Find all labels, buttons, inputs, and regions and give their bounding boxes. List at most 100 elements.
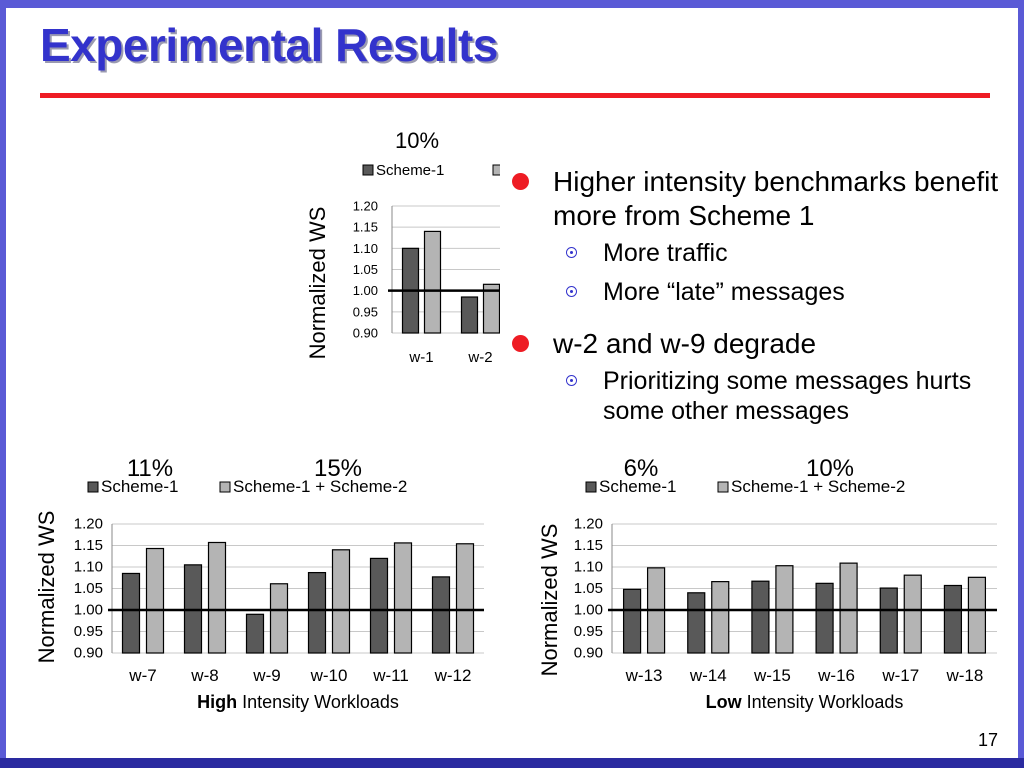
x-category-label: w-18 bbox=[945, 666, 983, 685]
legend-swatch-scheme1-plus-scheme2 bbox=[717, 481, 729, 493]
y-tick-label: 0.90 bbox=[353, 326, 378, 341]
bar-scheme1-plus-scheme2-w-2 bbox=[482, 283, 501, 334]
bar-scheme1-w-7 bbox=[121, 572, 141, 654]
sub-bullet-1-2-text: More “late” messages bbox=[603, 278, 845, 306]
y-axis-title: Normalized WS bbox=[537, 524, 562, 677]
x-axis-title-rest: Intensity Workloads bbox=[237, 692, 399, 712]
y-tick-label: 1.00 bbox=[574, 602, 603, 619]
bar-scheme1-plus-scheme2-w-12 bbox=[455, 543, 475, 654]
bar-scheme1-plus-scheme2-w-17 bbox=[903, 574, 922, 654]
legend-swatch-scheme1 bbox=[87, 481, 99, 493]
y-tick-label: 1.15 bbox=[74, 537, 103, 554]
percent-annotation: 15% bbox=[314, 455, 362, 482]
y-tick-label: 0.95 bbox=[74, 623, 103, 640]
bar-scheme1-w-15 bbox=[751, 580, 770, 654]
y-tick-label: 1.15 bbox=[353, 220, 378, 235]
bar-scheme1-plus-scheme2-w-7 bbox=[145, 547, 165, 654]
x-category-label: w-11 bbox=[372, 666, 409, 685]
bar-scheme1-w-13 bbox=[622, 588, 642, 654]
x-category-label: w-9 bbox=[252, 666, 280, 685]
frame-top-bar bbox=[0, 0, 1024, 8]
bar-scheme1-plus-scheme2-w-16 bbox=[839, 562, 858, 654]
legend-label-scheme1: Scheme-1 bbox=[376, 162, 444, 179]
y-tick-label: 1.00 bbox=[74, 602, 103, 619]
y-tick-label: 1.05 bbox=[574, 580, 603, 597]
bar-scheme1-w-10 bbox=[307, 571, 327, 654]
y-tick-label: 1.10 bbox=[74, 559, 103, 576]
ring-bullet-icon bbox=[566, 375, 577, 386]
x-category-label: w-10 bbox=[310, 666, 348, 685]
sub-bullet-1-1-text: More traffic bbox=[603, 239, 728, 267]
ring-bullet-icon bbox=[566, 247, 577, 258]
bar-scheme1-plus-scheme2-w-9 bbox=[269, 583, 289, 654]
y-tick-label: 1.15 bbox=[574, 537, 603, 554]
bar-scheme1-w-12 bbox=[431, 576, 451, 654]
percent-annotation: 10% bbox=[806, 455, 854, 482]
y-tick-label: 1.20 bbox=[574, 516, 603, 533]
y-tick-label: 1.00 bbox=[353, 283, 378, 298]
bar-scheme1-w-14 bbox=[687, 592, 706, 654]
bullet-panel-background bbox=[500, 160, 1010, 445]
bar-scheme1-plus-scheme2-w-1 bbox=[423, 230, 442, 334]
y-axis-title: Normalized WS bbox=[34, 511, 59, 664]
y-tick-label: 0.95 bbox=[353, 304, 378, 319]
y-tick-label: 1.05 bbox=[74, 580, 103, 597]
sub-bullet-2-1-text: Prioritizing some messages hurts some ot… bbox=[603, 367, 972, 425]
red-bullet-icon bbox=[512, 335, 529, 352]
legend-swatch-scheme1 bbox=[362, 164, 374, 176]
y-tick-label: 1.10 bbox=[353, 241, 378, 256]
legend-swatch-scheme1-plus-scheme2 bbox=[219, 481, 231, 493]
y-tick-label: 0.90 bbox=[74, 645, 103, 662]
x-category-label: w-14 bbox=[689, 666, 727, 685]
sub-bullet-1-2: More “late” messages bbox=[506, 277, 1006, 307]
bar-scheme1-w-17 bbox=[879, 587, 898, 654]
sub-bullet-2-1: Prioritizing some messages hurts some ot… bbox=[506, 366, 1006, 426]
y-tick-label: 1.20 bbox=[74, 516, 103, 533]
legend-label-scheme1: Scheme-1 bbox=[599, 477, 676, 496]
x-axis-title-rest: Intensity Workloads bbox=[742, 692, 904, 712]
bullet-2: w-2 and w-9 degrade bbox=[506, 327, 1006, 361]
x-category-label: w-12 bbox=[434, 666, 472, 685]
y-tick-label: 1.05 bbox=[353, 262, 378, 277]
bullet-2-text: w-2 and w-9 degrade bbox=[553, 328, 817, 359]
bar-scheme1-w-11 bbox=[369, 557, 389, 654]
red-bullet-icon bbox=[512, 173, 529, 190]
page-number: 17 bbox=[978, 730, 999, 750]
x-category-label: w-8 bbox=[190, 666, 218, 685]
y-tick-label: 0.90 bbox=[574, 645, 603, 662]
frame-left-bar bbox=[0, 0, 6, 768]
x-category-label: w-17 bbox=[881, 666, 919, 685]
bullet-list: Higher intensity benchmarks benefit more… bbox=[506, 165, 1006, 426]
title-underline bbox=[40, 93, 990, 98]
frame-right-bar bbox=[1018, 0, 1024, 768]
x-category-label: w-1 bbox=[408, 349, 433, 366]
frame-bottom-bar bbox=[0, 758, 1024, 768]
y-tick-label: 0.95 bbox=[574, 623, 603, 640]
bar-scheme1-w-9 bbox=[245, 613, 265, 654]
bar-scheme1-plus-scheme2-w-10 bbox=[331, 549, 351, 654]
x-axis-title-bold: Low bbox=[706, 692, 743, 712]
percent-annotation: 10% bbox=[395, 128, 439, 153]
percent-annotation: 6% bbox=[624, 455, 659, 482]
bullet-1: Higher intensity benchmarks benefit more… bbox=[506, 165, 1006, 233]
ring-bullet-icon bbox=[566, 286, 577, 297]
x-axis-title: Low Intensity Workloads bbox=[706, 692, 904, 712]
x-category-label: w-13 bbox=[625, 666, 663, 685]
legend-swatch-scheme1 bbox=[585, 481, 597, 493]
x-category-label: w-7 bbox=[128, 666, 156, 685]
bar-scheme1-w-18 bbox=[943, 584, 963, 654]
legend-label-scheme1-plus-scheme2: Scheme-1 + Scheme-2 bbox=[233, 477, 407, 496]
bar-scheme1-plus-scheme2-w-14 bbox=[711, 581, 730, 654]
slide-title: Experimental Results bbox=[40, 19, 498, 71]
sub-bullet-1-1: More traffic bbox=[506, 238, 1006, 268]
legend-label-scheme1-plus-scheme2: Scheme-1 + Scheme-2 bbox=[731, 477, 905, 496]
bar-scheme1-w-16 bbox=[815, 582, 834, 654]
legend-label-scheme1: Scheme-1 bbox=[101, 477, 178, 496]
bar-scheme1-w-2 bbox=[460, 296, 479, 334]
y-tick-label: 1.20 bbox=[353, 199, 378, 214]
x-axis-title: High Intensity Workloads bbox=[197, 692, 399, 712]
bar-scheme1-plus-scheme2-w-8 bbox=[207, 541, 227, 654]
bar-scheme1-plus-scheme2-w-11 bbox=[393, 542, 413, 654]
